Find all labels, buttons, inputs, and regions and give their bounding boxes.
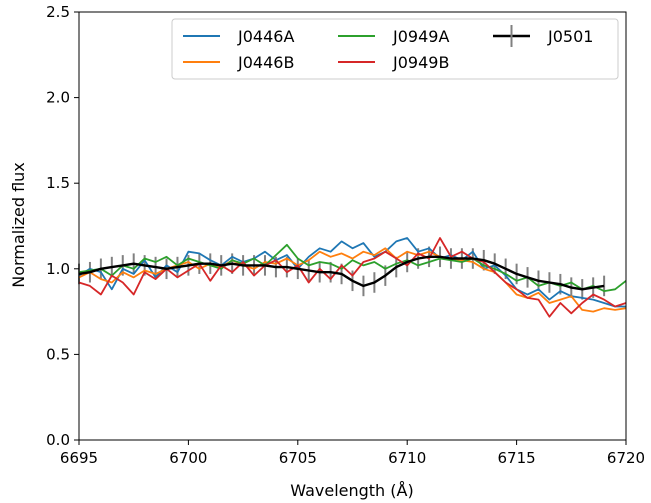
y-tick-label: 0.0 (46, 431, 70, 449)
x-tick-label: 6720 (607, 449, 645, 467)
x-tick-label: 6715 (498, 449, 536, 467)
y-tick-label: 1.0 (46, 260, 70, 278)
legend-frame (171, 18, 619, 80)
legend-label: J0446A (237, 27, 294, 46)
y-tick-label: 2.5 (46, 3, 70, 21)
y-tick-label: 2.0 (46, 89, 70, 107)
x-axis-ticks: 6695 6700 6705 6710 6715 6720 (60, 440, 645, 467)
axes-frame (78, 11, 627, 441)
x-tick-label: 6710 (388, 449, 426, 467)
plot-area (78, 11, 627, 441)
legend-item-J0446B: J0446B (183, 53, 294, 72)
x-tick-label: 6700 (169, 449, 207, 467)
legend-item-J0501: J0501 (493, 25, 593, 47)
y-axis-label: Normalized flux (9, 162, 28, 288)
legend-label: J0446B (237, 53, 294, 72)
legend-label: J0501 (547, 27, 593, 46)
y-axis-ticks: 0.0 0.5 1.0 1.5 2.0 2.5 (46, 3, 79, 449)
series-line-J0949A (78, 243, 627, 293)
legend-item-J0446A: J0446A (183, 27, 294, 46)
series-line-J0949B (78, 237, 627, 318)
x-axis-label: Wavelength (Å) (290, 481, 413, 500)
legend-label: J0949B (392, 53, 449, 72)
series-line-J0501 (78, 255, 605, 291)
legend-label: J0949A (392, 27, 449, 46)
y-tick-label: 0.5 (46, 345, 70, 363)
x-tick-label: 6705 (279, 449, 317, 467)
legend-item-J0949B: J0949B (338, 53, 449, 72)
legend: J0446A J0446B J0949A J0949B J0501 (171, 18, 619, 80)
y-tick-label: 1.5 (46, 174, 70, 192)
x-tick-label: 6695 (60, 449, 98, 467)
legend-item-J0949A: J0949A (338, 27, 449, 46)
